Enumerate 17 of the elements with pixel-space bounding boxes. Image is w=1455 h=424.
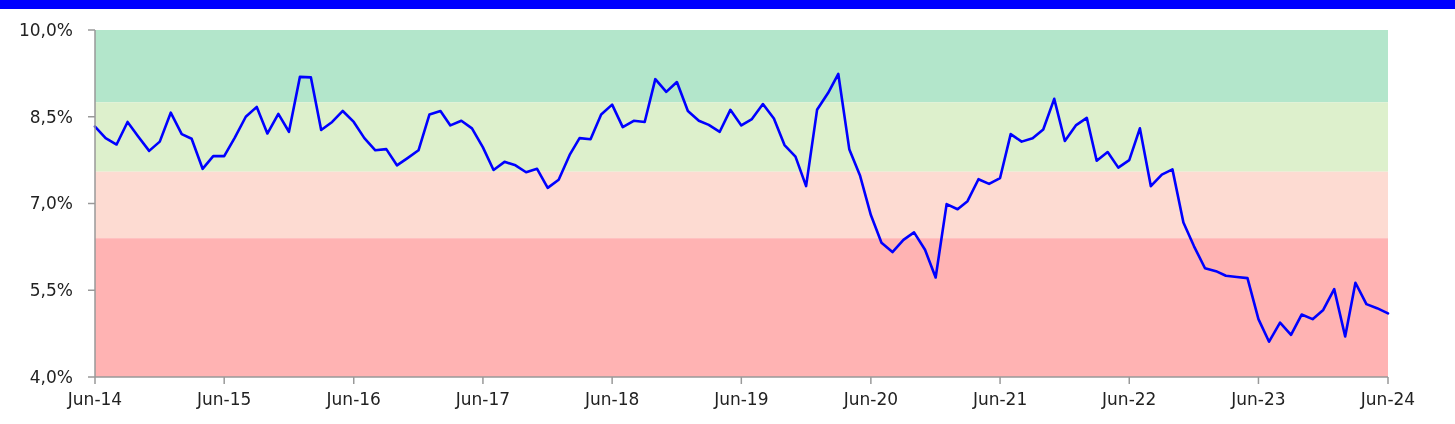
y-tick-label: 8,5%: [29, 106, 73, 127]
x-tick-label: Jun-21: [971, 389, 1028, 409]
x-tick-label: Jun-18: [583, 389, 640, 409]
x-tick-label: Jun-16: [325, 389, 381, 409]
y-tick-label: 7,0%: [29, 193, 73, 214]
x-tick-label: Jun-17: [454, 389, 511, 409]
x-tick-label: Jun-19: [713, 389, 769, 409]
x-tick-label: Jun-22: [1101, 389, 1157, 409]
y-tick-label: 4,0%: [29, 366, 73, 387]
x-tick-label: Jun-20: [842, 389, 899, 409]
y-tick-label: 5,5%: [29, 280, 73, 301]
x-tick-label: Jun-23: [1230, 389, 1286, 409]
x-tick-label: Jun-14: [66, 389, 123, 409]
line-series: [93, 72, 1390, 344]
x-tick-label: Jun-24: [1359, 389, 1416, 409]
y-tick-label: 10,0%: [18, 19, 73, 40]
x-tick-label: Jun-15: [196, 389, 252, 409]
